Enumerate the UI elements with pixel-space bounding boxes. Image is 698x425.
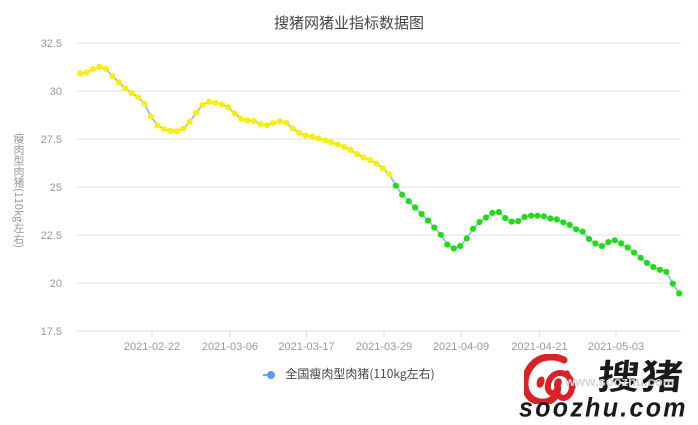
svg-text:20: 20	[50, 278, 62, 290]
svg-text:2021-05-03: 2021-05-03	[588, 341, 644, 353]
svg-text:2021-04-21: 2021-04-21	[511, 341, 567, 353]
svg-text:27.5: 27.5	[41, 134, 62, 146]
svg-text:30: 30	[50, 86, 62, 98]
svg-text:2021-02-22: 2021-02-22	[124, 341, 180, 353]
svg-text:2021-04-09: 2021-04-09	[433, 341, 489, 353]
svg-text:25: 25	[50, 182, 62, 194]
svg-text:17.5: 17.5	[41, 326, 62, 338]
svg-text:2021-03-29: 2021-03-29	[356, 341, 412, 353]
svg-text:2021-03-06: 2021-03-06	[202, 341, 258, 353]
svg-text:32.5: 32.5	[41, 38, 62, 50]
svg-text:22.5: 22.5	[41, 230, 62, 242]
svg-text:2021-03-17: 2021-03-17	[278, 341, 334, 353]
